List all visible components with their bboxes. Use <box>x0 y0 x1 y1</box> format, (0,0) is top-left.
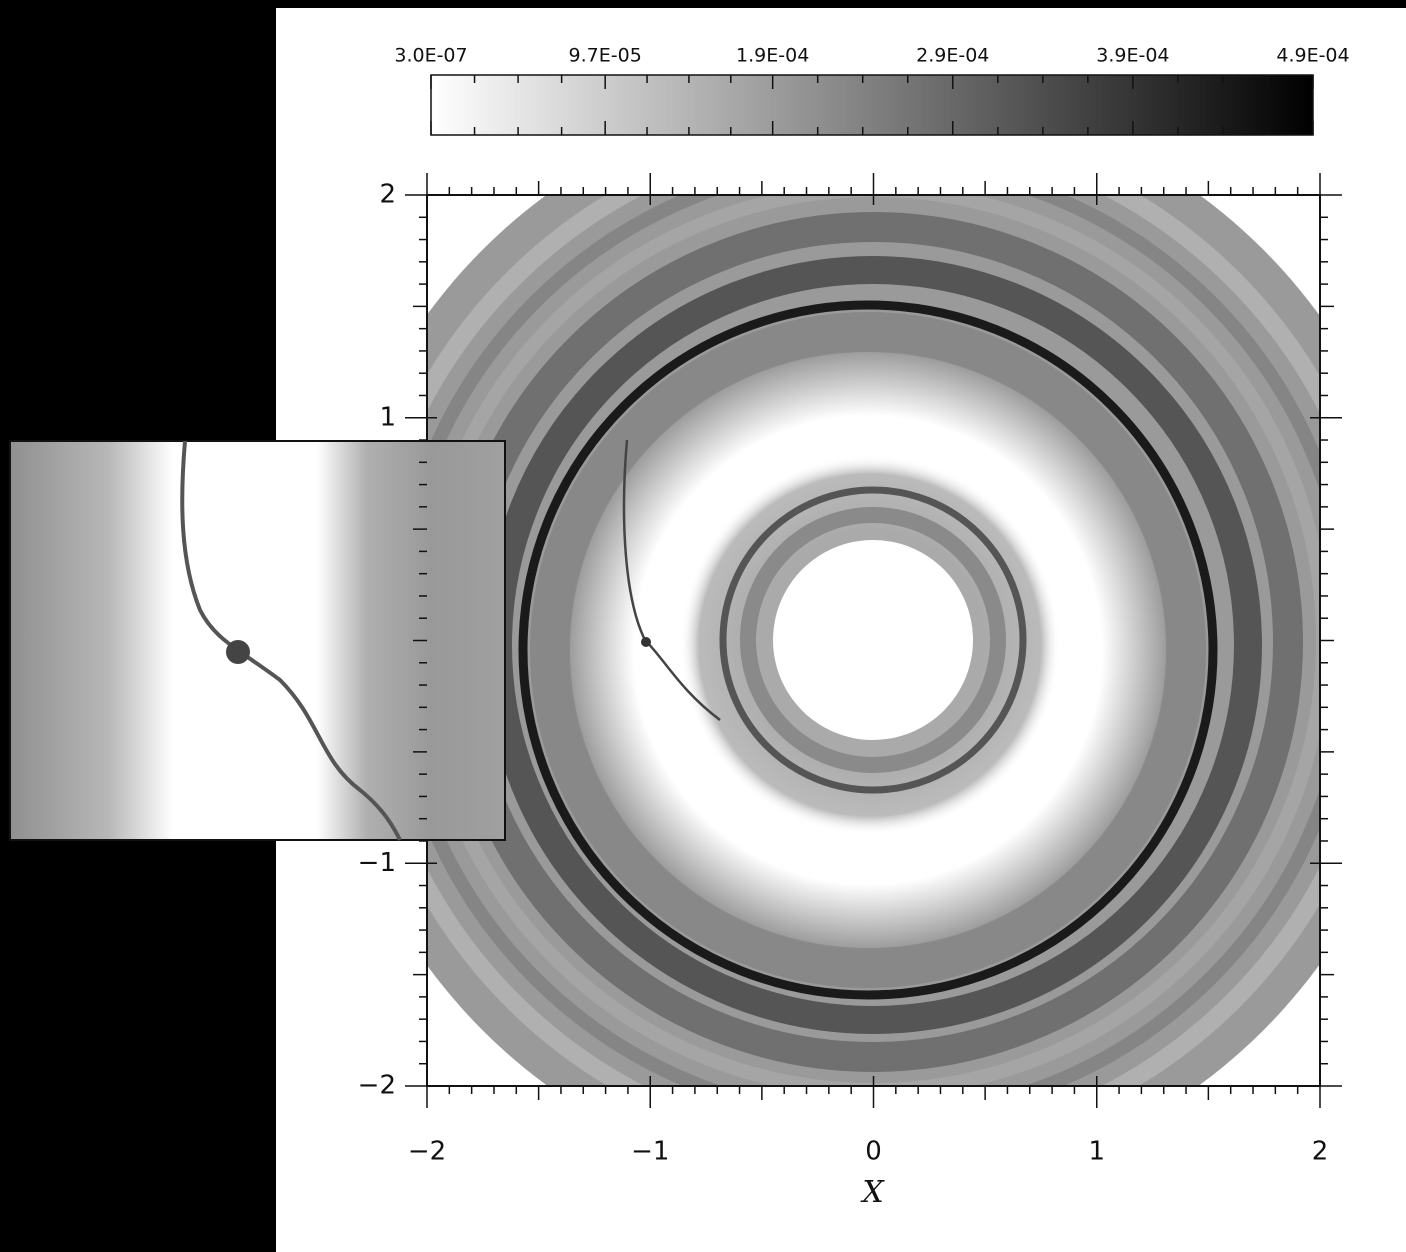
x-tick-label: 2 <box>1312 1137 1329 1167</box>
y-tick-label: 1 <box>379 402 396 432</box>
y-tick-label: −2 <box>358 1071 396 1101</box>
colorbar-tick-label: 2.9E-04 <box>916 45 989 67</box>
colorbar-tick-label: 3.0E-07 <box>394 45 467 67</box>
colorbar <box>431 75 1313 135</box>
x-axis-title: X <box>860 1175 885 1210</box>
zoom-inset <box>10 441 505 840</box>
colorbar-tick-label: 9.7E-05 <box>569 45 642 67</box>
colorbar-tick-label: 3.9E-04 <box>1096 45 1169 67</box>
figure: X −2 −1 0 1 2 2 1 −1 −2 3.0E-07 9.7E-05 1.9E-04 2.9E… <box>0 0 1406 1252</box>
y-tick-label: −1 <box>358 848 396 878</box>
x-tick-label: 1 <box>1088 1137 1105 1167</box>
page: {"chart_data": { "type": "heatmap", "xla… <box>0 0 1406 1252</box>
x-tick-label: −1 <box>631 1137 669 1167</box>
x-tick-label: −2 <box>408 1137 446 1167</box>
colorbar-tick-label: 4.9E-04 <box>1276 45 1349 67</box>
y-tick-label: 2 <box>379 180 396 210</box>
colorbar-tick-label: 1.9E-04 <box>736 45 809 67</box>
x-tick-label: 0 <box>865 1137 882 1167</box>
